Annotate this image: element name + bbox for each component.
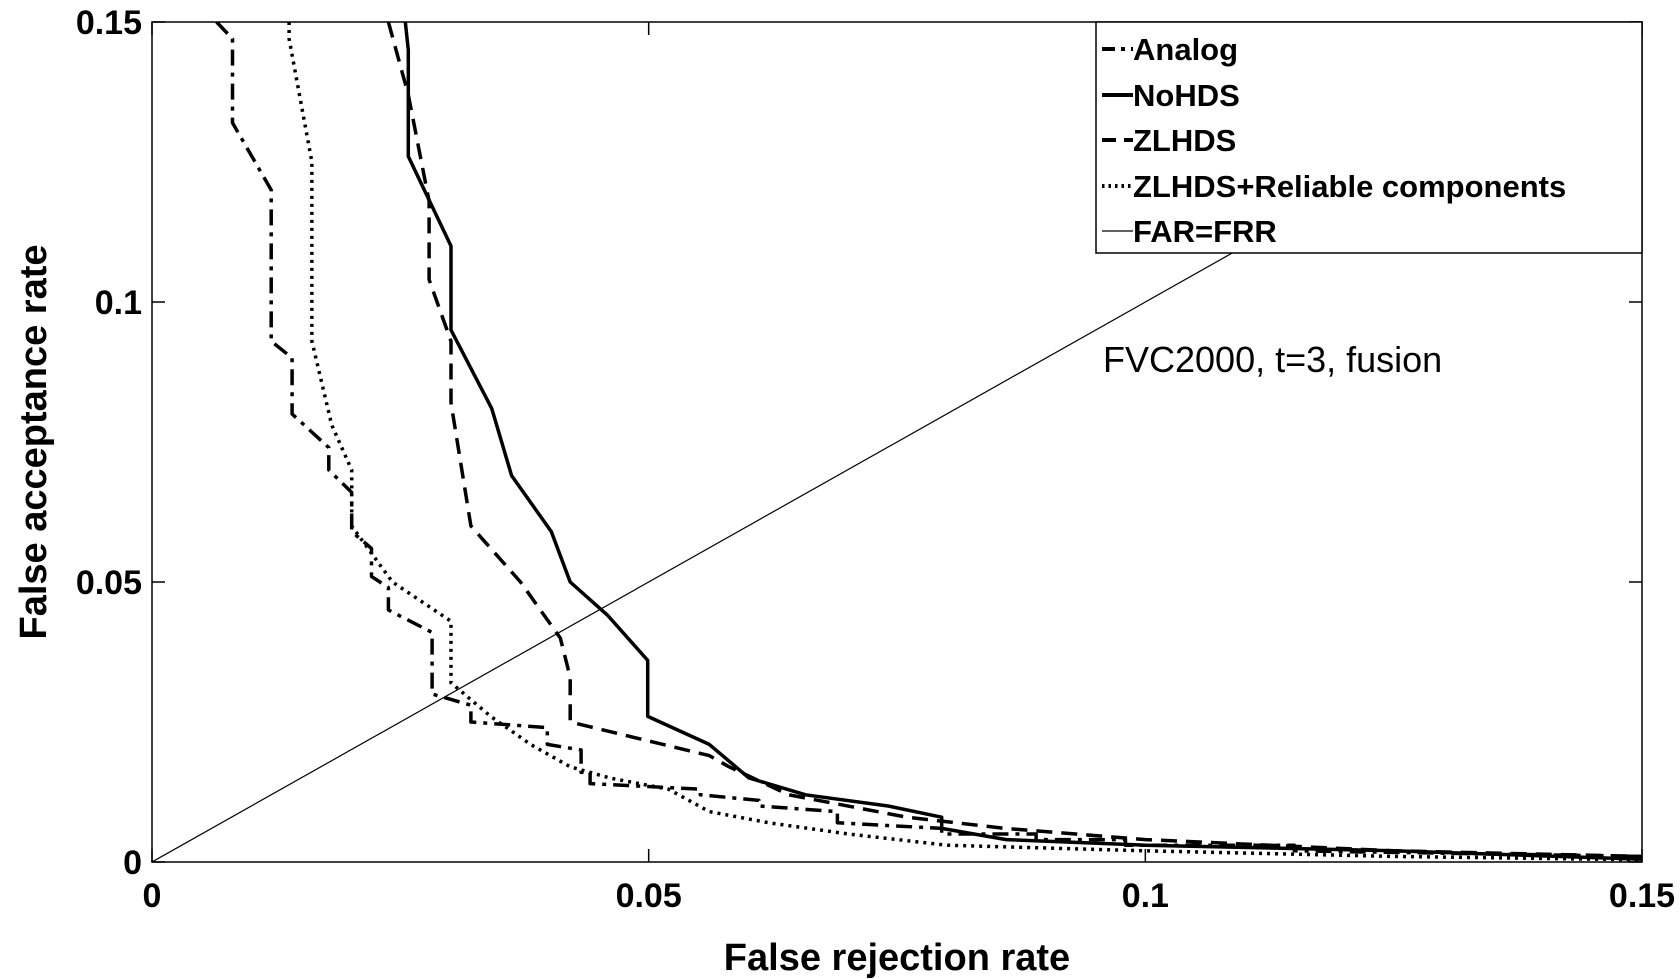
legend: Analog NoHDS ZLHDS ZLHDS+Reliable compon…: [1095, 21, 1643, 254]
x-tick-label: 0: [143, 877, 162, 915]
series-line-nohds: [403, 22, 1642, 861]
y-tick-label: 0.15: [76, 4, 142, 42]
legend-label-far-frr: FAR=FRR: [1133, 214, 1277, 249]
plot-frame: [151, 21, 1643, 863]
axis-ticks: 0 0.05 0.1 0.15 0 0.05 0.1 0.15: [76, 4, 1675, 915]
x-tick-label: 0.05: [616, 877, 682, 915]
y-axis-title: False acceptance rate: [13, 244, 55, 639]
y-tick-label: 0: [123, 844, 142, 882]
x-tick-label: 0.15: [1609, 877, 1675, 915]
legend-label-zlhds: ZLHDS: [1133, 123, 1236, 158]
series-line-analog: [215, 22, 1642, 859]
y-tick-label: 0.05: [76, 564, 142, 602]
series-line-zlhds: [386, 22, 1642, 859]
x-tick-label: 0.1: [1122, 877, 1169, 915]
annotation-label: FVC2000, t=3, fusion: [1103, 339, 1442, 380]
y-tick-label: 0.1: [95, 284, 142, 322]
legend-label-nohds: NoHDS: [1133, 78, 1240, 113]
legend-label-analog: Analog: [1133, 32, 1238, 67]
x-axis-title: False rejection rate: [724, 937, 1070, 979]
legend-label-zlhds-reliable: ZLHDS+Reliable components: [1133, 169, 1566, 204]
legend-box: [1095, 21, 1643, 254]
